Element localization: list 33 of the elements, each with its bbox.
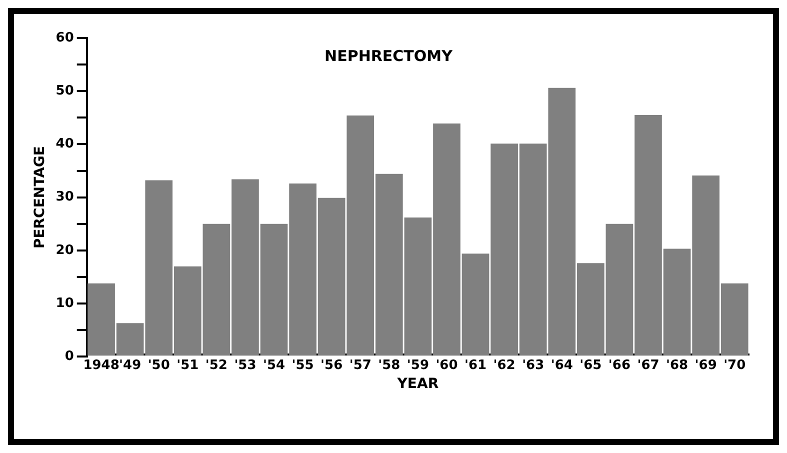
y-tick-label: 60 xyxy=(56,30,74,46)
x-tick-label: '64 xyxy=(550,358,573,373)
x-tick-label: '56 xyxy=(320,358,343,373)
y-tick-label: 10 xyxy=(56,296,74,311)
y-tick-label: 40 xyxy=(56,136,74,152)
x-tick-label: '68 xyxy=(666,358,688,373)
y-tick-label: 30 xyxy=(56,190,74,205)
x-tick-label: '70 xyxy=(724,358,746,373)
x-tick-label: '51 xyxy=(176,358,199,373)
y-tick-label: 20 xyxy=(56,242,74,258)
y-axis-title: PERCENTAGE xyxy=(32,146,48,249)
x-tick-label: '61 xyxy=(464,358,487,373)
x-tick-label: '54 xyxy=(262,358,286,373)
x-tick-label: '60 xyxy=(436,358,458,373)
text: NEPHRECTOMY xyxy=(324,46,454,65)
x-tick-label: '57 xyxy=(349,358,372,373)
x-tick-label: '53 xyxy=(234,358,256,373)
x-tick-label: '50 xyxy=(148,358,170,373)
x-tick-label: 1948 xyxy=(83,358,120,373)
x-tick-label: '62 xyxy=(493,358,516,373)
x-tick-label: '55 xyxy=(292,358,314,373)
x-tick-label: '69 xyxy=(694,358,717,373)
x-tick-label: '67 xyxy=(637,358,660,373)
x-tick-label: '58 xyxy=(378,358,400,373)
x-axis-title: YEAR xyxy=(396,376,439,392)
y-tick-label: 0 xyxy=(64,348,74,364)
x-tick-label: '66 xyxy=(608,358,630,373)
x-tick-label: '63 xyxy=(522,358,544,373)
y-tick-label: 50 xyxy=(56,83,74,98)
x-tick-label: '65 xyxy=(580,358,602,373)
x-tick-label: '59 xyxy=(406,358,429,373)
x-tick-label: '52 xyxy=(205,358,228,373)
x-tick-label: '49 xyxy=(119,358,142,373)
